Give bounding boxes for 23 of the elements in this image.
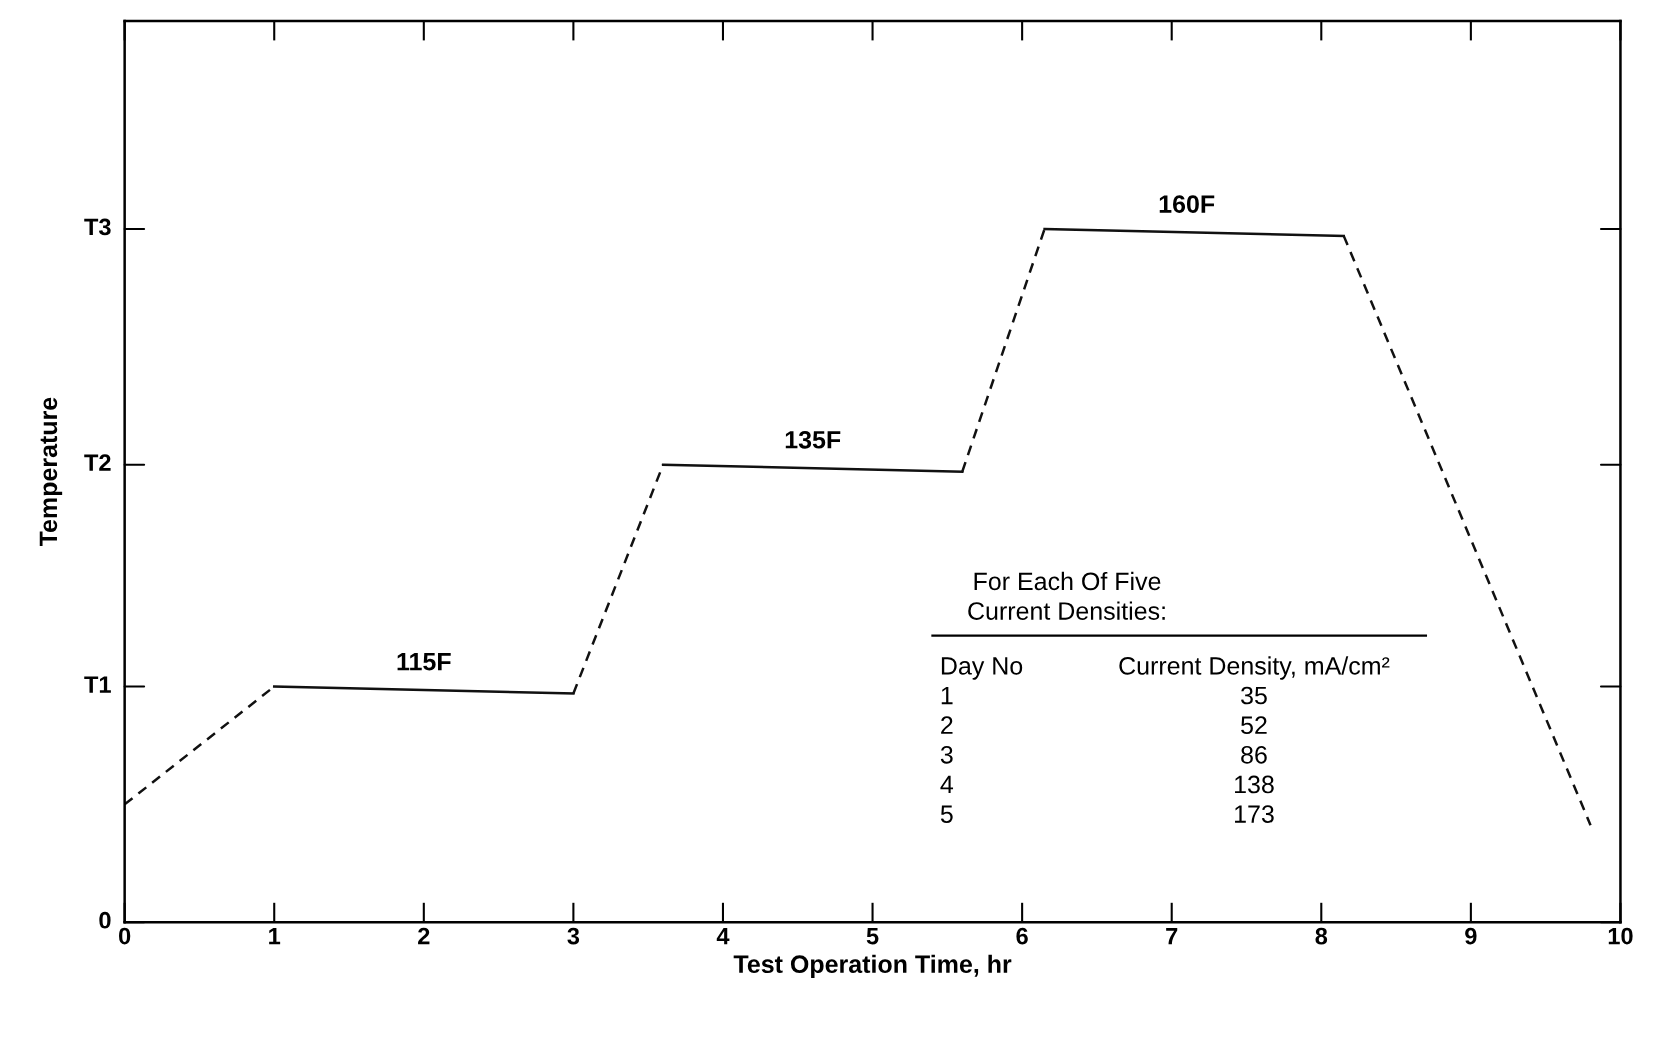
x-tick-label: 6 [1016,927,1028,945]
x-tick-label: 9 [1465,927,1477,945]
text: T3 [84,218,111,236]
x-tick-label: 3 [567,927,580,945]
annotation: 135F [785,430,841,449]
text: T2 [84,454,111,471]
x-tick-label: 5 [866,927,879,945]
x-tick-label: 2 [418,927,430,945]
x-tick-label: 7 [1166,927,1178,945]
x-tick-label: 0 [119,927,131,945]
x-tick-label: 10 [1608,927,1633,945]
annotation: Current Density, mA/cm² 35 52 86 138 173 [1119,656,1390,823]
x-tick-label: 4 [716,927,730,945]
annotation: 115F [397,653,451,671]
x-tick-label: 1 [269,927,281,945]
annotation: For Each Of Five Current Densities: [968,571,1165,620]
annotation: Day No 1 2 3 4 5 [940,657,1023,823]
x-axis-title: Test Operation Time, hr [733,954,1012,978]
x-tick-label: 8 [1315,927,1328,945]
text: 0 [99,911,111,929]
text: T1 [84,676,111,693]
y-axis-title: Temperature [39,397,63,547]
annotation: 160F [1159,195,1215,213]
